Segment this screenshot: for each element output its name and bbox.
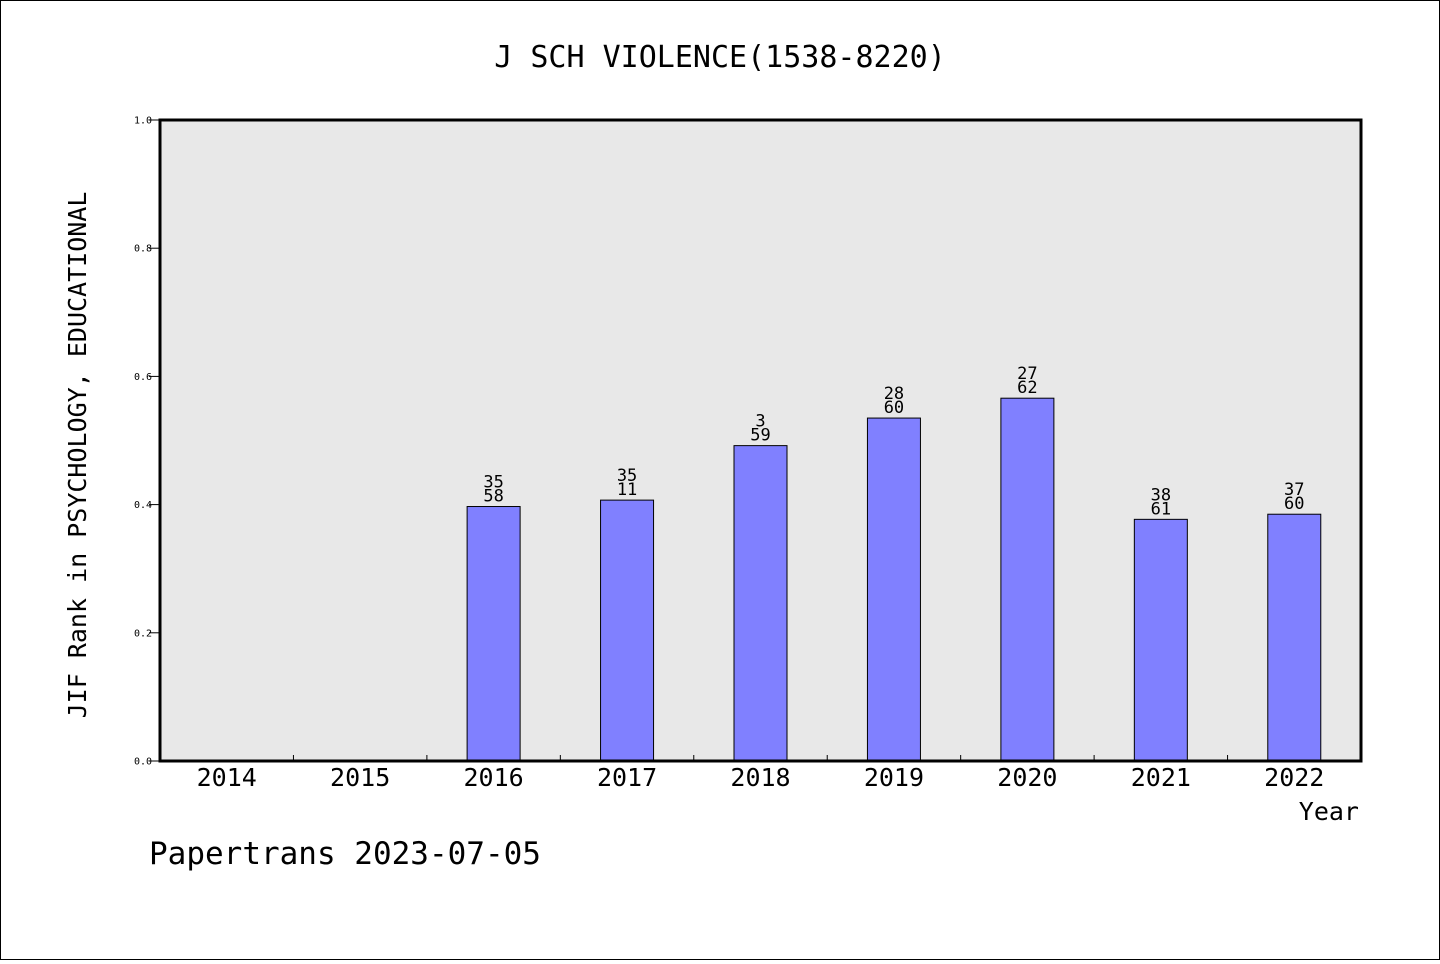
bars bbox=[466, 397, 1322, 762]
bar-label-top: 27 bbox=[1017, 364, 1037, 384]
x-tick-label: 2016 bbox=[464, 763, 524, 792]
chart-title: J SCH VIOLENCE(1538-8220) bbox=[494, 40, 946, 75]
bar-label-bottom: 60 bbox=[884, 398, 904, 418]
y-tick-label: 1.0 bbox=[134, 116, 152, 127]
y-tick-label: 0.2 bbox=[134, 628, 152, 639]
bar-label-bottom: 62 bbox=[1017, 378, 1037, 398]
y-axis-label: JIF Rank in PSYCHOLOGY, EDUCATIONAL bbox=[63, 192, 92, 719]
bar bbox=[466, 506, 521, 762]
y-axis: 0.0 0.2 0.4 0.6 0.8 1.0 bbox=[134, 116, 160, 768]
bar bbox=[1133, 518, 1188, 762]
x-tick-label: 2019 bbox=[864, 763, 924, 792]
bar bbox=[1267, 513, 1322, 762]
bar-label-top: 28 bbox=[884, 384, 904, 404]
bar-label-top: 35 bbox=[617, 466, 637, 486]
bar-label-top: 37 bbox=[1284, 480, 1304, 500]
bar-label-bottom: 11 bbox=[617, 480, 637, 500]
bar-label-top: 3 bbox=[755, 412, 765, 432]
x-tick-label: 2022 bbox=[1264, 763, 1324, 792]
plot-frame bbox=[158, 118, 1363, 763]
y-tick-label: 0.6 bbox=[134, 372, 152, 383]
bar-label-bottom: 58 bbox=[483, 487, 503, 507]
y-tick-label: 0.4 bbox=[134, 500, 152, 511]
x-tick-label: 2017 bbox=[597, 763, 657, 792]
bar-label-bottom: 60 bbox=[1284, 494, 1304, 514]
bar-label-bottom: 61 bbox=[1151, 499, 1171, 519]
x-tick-label: 2020 bbox=[997, 763, 1057, 792]
x-tick-label: 2018 bbox=[730, 763, 790, 792]
x-axis: 2014 2015 2016 2017 2018 2019 2020 2021 2022 bbox=[197, 755, 1324, 792]
watermark: Papertrans 2023-07-05 bbox=[149, 836, 541, 872]
bar bbox=[733, 445, 788, 762]
x-tick-label: 2015 bbox=[330, 763, 390, 792]
x-tick-label: 2021 bbox=[1131, 763, 1191, 792]
x-tick-label: 2014 bbox=[197, 763, 257, 792]
bar-label-top: 35 bbox=[483, 473, 503, 493]
bar bbox=[1000, 397, 1055, 762]
bar-label-bottom: 59 bbox=[750, 426, 770, 446]
bar bbox=[600, 499, 655, 762]
bar bbox=[866, 417, 921, 762]
y-tick-label: 0.0 bbox=[134, 757, 152, 768]
x-axis-label: Year bbox=[1299, 797, 1359, 826]
bar-label-top: 38 bbox=[1151, 485, 1171, 505]
y-tick-label: 0.8 bbox=[134, 244, 152, 255]
